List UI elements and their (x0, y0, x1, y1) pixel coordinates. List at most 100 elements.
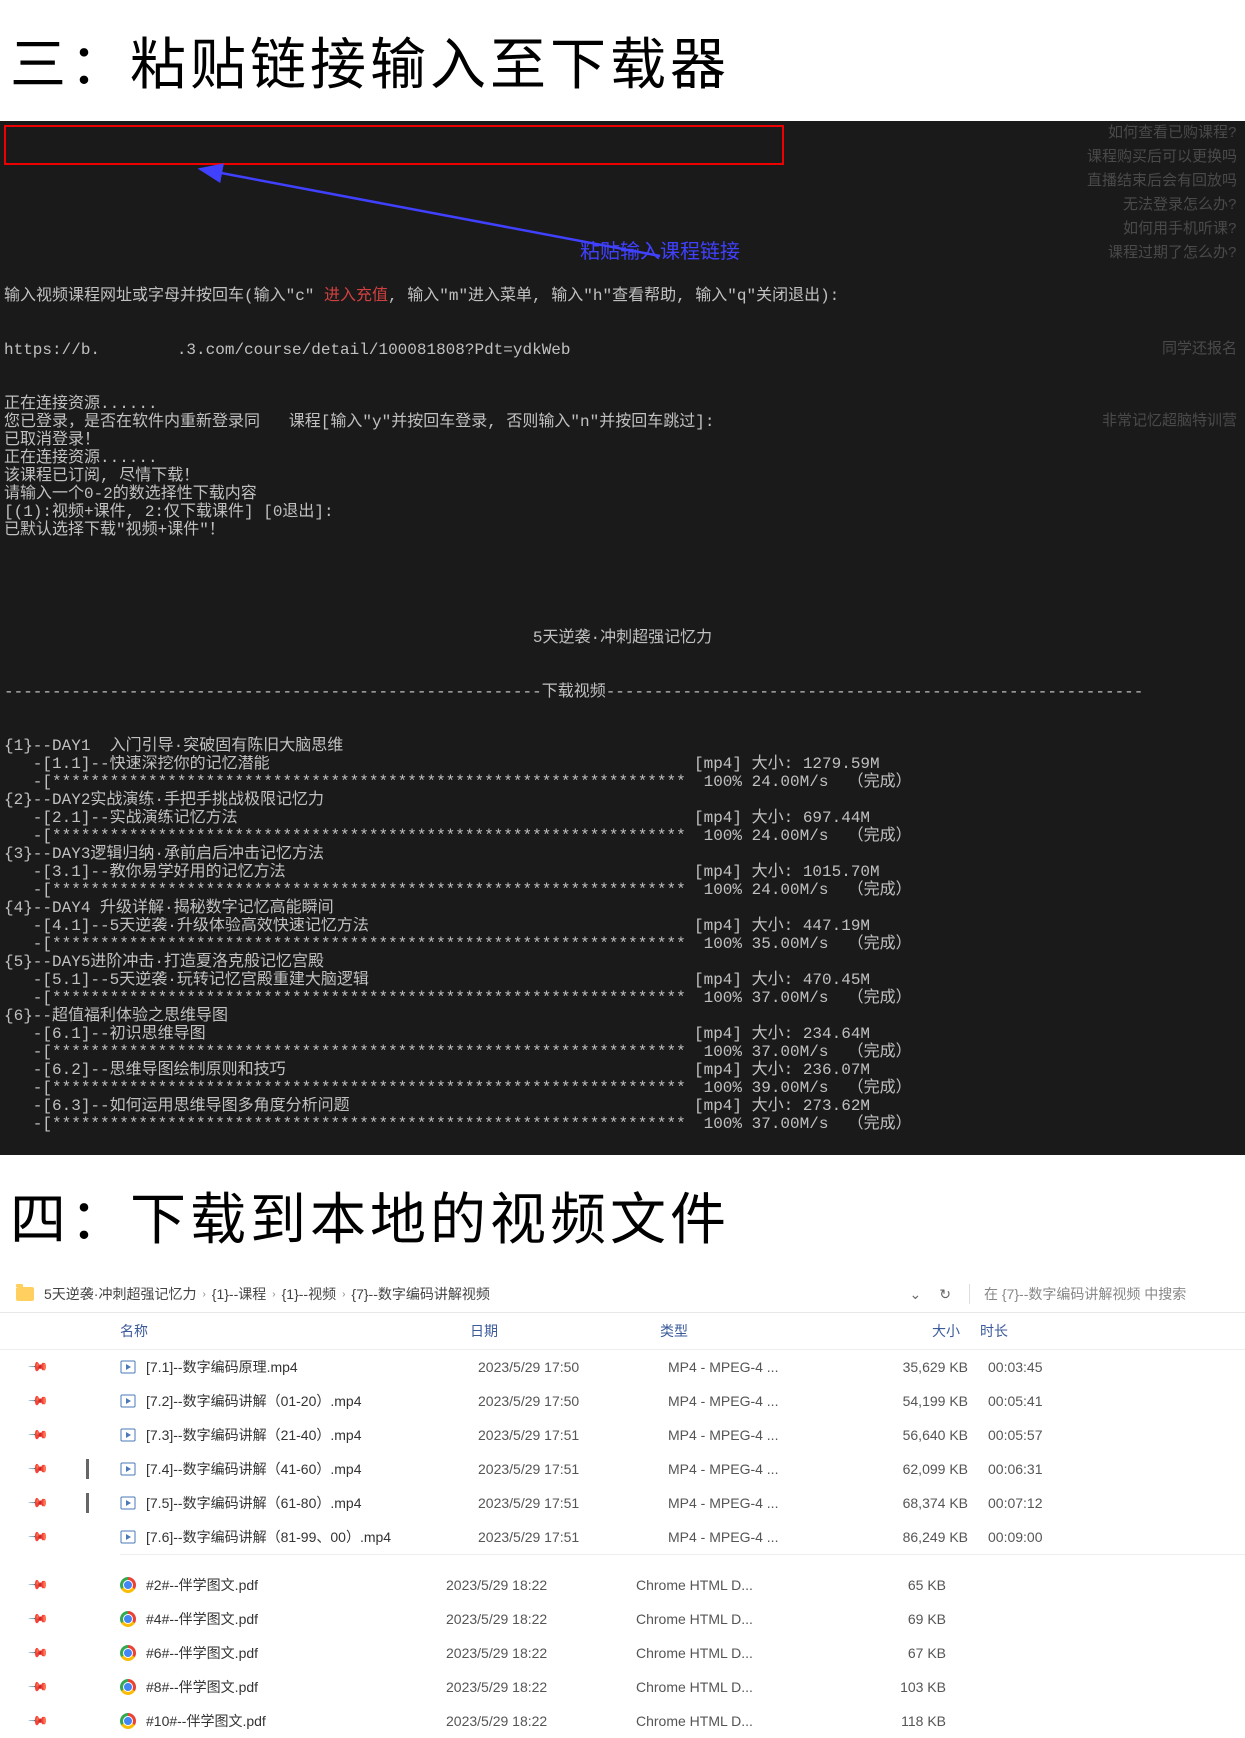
terminal-line: 该课程已订阅, 尽情下载！ (4, 467, 1241, 485)
video-file-icon (120, 1495, 138, 1511)
file-row[interactable]: 📌 [7.4]--数字编码讲解（41-60）.mp42023/5/29 17:51… (0, 1452, 1245, 1486)
breadcrumb-segment[interactable]: 5天逆袭·冲刺超强记忆力 (44, 1284, 196, 1304)
file-row[interactable]: 📌 [7.5]--数字编码讲解（61-80）.mp42023/5/29 17:51… (0, 1486, 1245, 1520)
download-progress: -[**************************************… (4, 773, 1241, 791)
file-row[interactable]: 📌[7.6]--数字编码讲解（81-99、00）.mp42023/5/29 17… (0, 1520, 1245, 1554)
paste-annotation: 粘贴输入课程链接 (580, 243, 740, 261)
pin-icon: 📌 (27, 1676, 50, 1699)
ghost-text: 课程过期了怎么办? (1108, 245, 1237, 263)
pdf-file-list: 📌#2#--伴学图文.pdf2023/5/29 18:22Chrome HTML… (0, 1568, 1245, 1738)
terminal-line: 已默认选择下载"视频+课件"！ (4, 521, 1241, 539)
file-row[interactable]: 📌#4#--伴学图文.pdf2023/5/29 18:22Chrome HTML… (0, 1602, 1245, 1636)
download-item: -[2.1]--实战演练记忆方法[mp4] 大小: 697.44M (4, 809, 1241, 827)
explorer-toolbar: 5天逆袭·冲刺超强记忆力›{1}--课程›{1}--视频›{7}--数字编码讲解… (0, 1276, 1245, 1313)
step3-title: 三：粘贴链接输入至下载器 (0, 0, 1245, 121)
file-size: 67 KB (846, 1645, 966, 1661)
file-duration: 00:03:45 (988, 1359, 1088, 1375)
video-file-icon (120, 1393, 138, 1409)
file-name: #10#--伴学图文.pdf (146, 1711, 446, 1731)
breadcrumb-segment[interactable]: {1}--视频 (282, 1284, 336, 1304)
download-section-header: ----------------------------------------… (4, 683, 1241, 701)
file-row[interactable]: 📌#2#--伴学图文.pdf2023/5/29 18:22Chrome HTML… (0, 1568, 1245, 1602)
file-type: Chrome HTML D... (636, 1679, 846, 1695)
video-file-icon (120, 1461, 138, 1477)
file-size: 103 KB (846, 1679, 966, 1695)
file-name: [7.2]--数字编码讲解（01-20）.mp4 (146, 1391, 478, 1411)
file-type: MP4 - MPEG-4 ... (668, 1529, 868, 1545)
chrome-file-icon (120, 1645, 138, 1661)
search-input[interactable]: 在 {7}--数字编码讲解视频 中搜索 (969, 1284, 1229, 1304)
breadcrumb[interactable]: 5天逆袭·冲刺超强记忆力›{1}--课程›{1}--视频›{7}--数字编码讲解… (44, 1284, 892, 1304)
pin-icon: 📌 (27, 1526, 50, 1549)
file-size: 65 KB (846, 1577, 966, 1593)
chrome-file-icon (120, 1713, 138, 1729)
file-row[interactable]: 📌#6#--伴学图文.pdf2023/5/29 18:22Chrome HTML… (0, 1636, 1245, 1670)
file-name: [7.1]--数字编码原理.mp4 (146, 1357, 478, 1377)
col-date[interactable]: 日期 (470, 1321, 660, 1341)
dropdown-icon[interactable]: ⌄ (910, 1286, 922, 1303)
file-name: #6#--伴学图文.pdf (146, 1643, 446, 1663)
file-row[interactable]: 📌[7.3]--数字编码讲解（21-40）.mp42023/5/29 17:51… (0, 1418, 1245, 1452)
file-name: [7.3]--数字编码讲解（21-40）.mp4 (146, 1425, 478, 1445)
download-progress: -[**************************************… (4, 881, 1241, 899)
download-progress: -[**************************************… (4, 989, 1241, 1007)
file-size: 62,099 KB (868, 1461, 988, 1477)
download-progress: -[**************************************… (4, 1043, 1241, 1061)
folder-icon (16, 1287, 34, 1301)
chevron-right-icon: › (202, 1289, 205, 1300)
file-type: MP4 - MPEG-4 ... (668, 1495, 868, 1511)
file-name: #8#--伴学图文.pdf (146, 1677, 446, 1697)
video-file-icon (120, 1529, 138, 1545)
terminal-line: 您已登录，是否在软件内重新登录同 课程[输入"y"并按回车登录, 否则输入"n"… (4, 413, 1241, 431)
refresh-icon[interactable]: ↻ (939, 1286, 951, 1303)
video-file-list: 📌[7.1]--数字编码原理.mp42023/5/29 17:50MP4 - M… (0, 1350, 1245, 1554)
pin-icon: 📌 (27, 1492, 50, 1515)
file-date: 2023/5/29 18:22 (446, 1645, 636, 1661)
file-type: MP4 - MPEG-4 ... (668, 1393, 868, 1409)
bar-mark (86, 1493, 89, 1513)
file-row[interactable]: 📌#10#--伴学图文.pdf2023/5/29 18:22Chrome HTM… (0, 1704, 1245, 1738)
download-item: -[5.1]--5天逆袭·玩转记忆宫殿重建大脑逻辑[mp4] 大小: 470.4… (4, 971, 1241, 989)
pin-icon: 📌 (27, 1608, 50, 1631)
file-date: 2023/5/29 17:51 (478, 1461, 668, 1477)
file-duration: 00:05:41 (988, 1393, 1088, 1409)
course-title: 5天逆袭·冲刺超强记忆力 (4, 629, 1241, 647)
pin-icon: 📌 (27, 1356, 50, 1379)
col-type[interactable]: 类型 (660, 1321, 860, 1341)
col-dur[interactable]: 时长 (980, 1321, 1080, 1341)
terminal-prompt: 输入视频课程网址或字母并按回车(输入"c" 进入充值, 输入"m"进入菜单, 输… (4, 287, 1241, 305)
file-name: [7.5]--数字编码讲解（61-80）.mp4 (146, 1493, 478, 1513)
file-duration: 00:07:12 (988, 1495, 1088, 1511)
breadcrumb-segment[interactable]: {1}--课程 (212, 1284, 266, 1304)
file-name: [7.4]--数字编码讲解（41-60）.mp4 (146, 1459, 478, 1479)
file-size: 118 KB (846, 1713, 966, 1729)
chrome-file-icon (120, 1611, 138, 1627)
file-date: 2023/5/29 17:51 (478, 1495, 668, 1511)
ghost-text: 如何用手机听课? (1123, 221, 1237, 239)
file-row[interactable]: 📌[7.2]--数字编码讲解（01-20）.mp42023/5/29 17:50… (0, 1384, 1245, 1418)
file-type: Chrome HTML D... (636, 1645, 846, 1661)
col-name[interactable]: 名称 (120, 1321, 470, 1341)
file-date: 2023/5/29 18:22 (446, 1713, 636, 1729)
terminal-line: 请输入一个0-2的数选择性下载内容 (4, 485, 1241, 503)
download-item: -[4.1]--5天逆袭·升级体验高效快速记忆方法[mp4] 大小: 447.1… (4, 917, 1241, 935)
chevron-right-icon: › (272, 1289, 275, 1300)
download-progress: -[**************************************… (4, 1079, 1241, 1097)
video-file-icon (120, 1359, 138, 1375)
file-name: #2#--伴学图文.pdf (146, 1575, 446, 1595)
ghost-text: 课程购买后可以更换吗 (1087, 149, 1237, 167)
download-group-header: {4}--DAY4 升级详解·揭秘数字记忆高能瞬间 (4, 899, 1241, 917)
download-group-header: {3}--DAY3逻辑归纳·承前启后冲击记忆方法 (4, 845, 1241, 863)
pin-icon: 📌 (27, 1458, 50, 1481)
col-size[interactable]: 大小 (860, 1321, 980, 1341)
file-row[interactable]: 📌#8#--伴学图文.pdf2023/5/29 18:22Chrome HTML… (0, 1670, 1245, 1704)
download-group-header: {5}--DAY5进阶冲击·打造夏洛克般记忆宫殿 (4, 953, 1241, 971)
breadcrumb-segment[interactable]: {7}--数字编码讲解视频 (351, 1284, 489, 1304)
file-duration: 00:06:31 (988, 1461, 1088, 1477)
file-date: 2023/5/29 18:22 (446, 1577, 636, 1593)
terminal-blank (4, 575, 1241, 593)
file-row[interactable]: 📌[7.1]--数字编码原理.mp42023/5/29 17:50MP4 - M… (0, 1350, 1245, 1384)
columns-header[interactable]: 名称 日期 类型 大小 时长 (0, 1313, 1245, 1350)
video-file-icon (120, 1427, 138, 1443)
terminal-line: 已取消登录！ (4, 431, 1241, 449)
